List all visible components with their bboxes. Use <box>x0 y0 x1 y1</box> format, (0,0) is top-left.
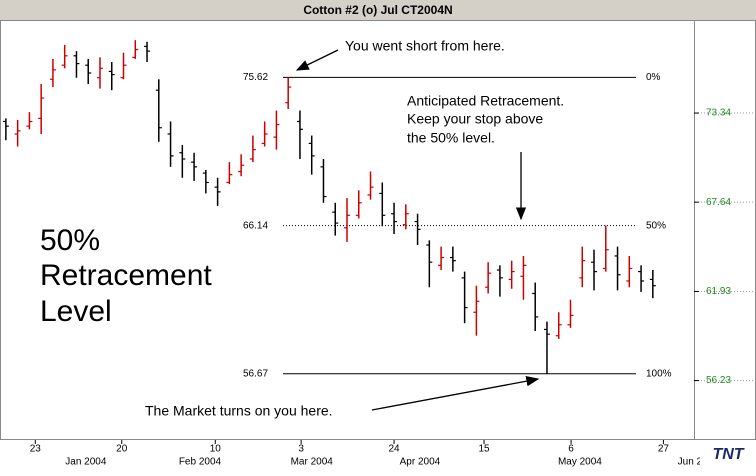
annotation: You went short from here. <box>345 38 505 54</box>
x-tick-label: 20 <box>116 444 128 455</box>
month-label: May 2004 <box>558 457 602 468</box>
y-tick-label: 67.64 <box>706 197 731 208</box>
level-pct: 0% <box>646 72 661 83</box>
annotation: Keep your stop above <box>407 111 543 127</box>
right-axis-area <box>694 20 756 440</box>
title-bar <box>0 0 756 20</box>
big-label: Level <box>40 295 112 328</box>
x-tick-label: 3 <box>298 444 304 455</box>
annotation: The Market turns on you here. <box>145 403 333 419</box>
annotation: Anticipated Retracement. <box>407 93 564 109</box>
month-label: Mar 2004 <box>291 457 334 468</box>
x-tick-label: 24 <box>388 444 400 455</box>
y-tick-label: 56.23 <box>706 375 731 386</box>
arrow <box>371 376 540 411</box>
month-label: Jun 2 <box>678 457 703 468</box>
level-pct: 100% <box>646 368 672 379</box>
level-value: 66.14 <box>243 220 268 231</box>
big-label: 50% <box>40 224 100 257</box>
big-label: Retracement <box>40 259 212 292</box>
y-tick-label: 73.34 <box>706 108 731 119</box>
arrow <box>295 49 339 71</box>
logo-box <box>700 441 756 471</box>
x-tick-label: 27 <box>658 444 670 455</box>
level-value: 75.62 <box>243 72 268 83</box>
logo: TNT <box>712 446 744 463</box>
x-tick-label: 23 <box>30 444 42 455</box>
annotation: the 50% level. <box>407 130 495 146</box>
month-label: Jan 2004 <box>65 457 107 468</box>
x-tick-label: 6 <box>568 444 574 455</box>
month-label: Feb 2004 <box>179 457 222 468</box>
level-pct: 50% <box>646 220 666 231</box>
y-tick-label: 61.93 <box>706 286 731 297</box>
month-label: Apr 2004 <box>400 457 441 468</box>
x-tick-label: 10 <box>210 444 222 455</box>
level-value: 56.67 <box>243 368 268 379</box>
x-tick-label: 15 <box>478 444 490 455</box>
chart-title: Cotton #2 (o) Jul CT2004N <box>303 3 452 17</box>
